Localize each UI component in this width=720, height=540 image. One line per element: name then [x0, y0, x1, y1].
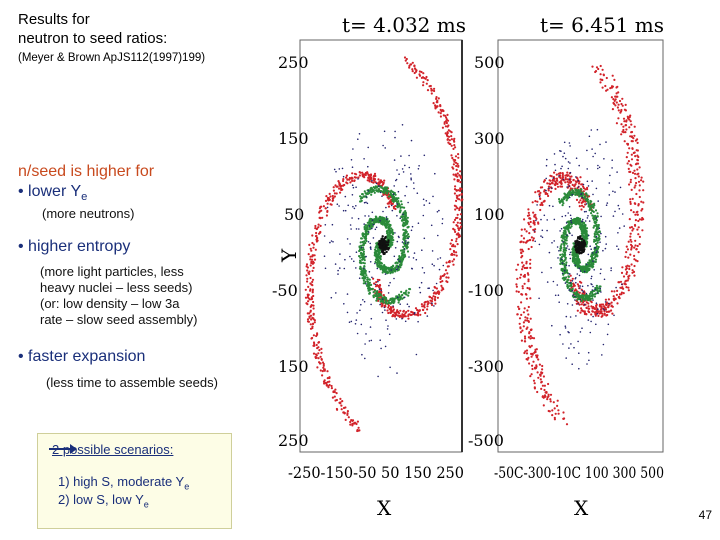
- panel-1-ytick: 150: [278, 357, 309, 376]
- entropy-note-line-4: rate – slow seed assembly): [40, 312, 198, 327]
- title-line-1: Results for: [18, 11, 90, 28]
- panel-1-ytick: 150: [278, 129, 309, 148]
- scenario-1-sub: e: [184, 481, 190, 492]
- scenario-2-text: 2) low S, low Y: [58, 492, 144, 507]
- reference: (Meyer & Brown ApJS112(1997)199): [18, 52, 206, 64]
- panel-1-ytick: 50: [284, 205, 304, 224]
- panel-2-frame: [497, 39, 664, 453]
- panel-2-time-label: t= 6.451 ms: [540, 13, 664, 37]
- bullet-lower-ye-text: • lower Y: [18, 183, 82, 200]
- heading-nseed: n/seed is higher for: [18, 163, 155, 180]
- bullet-lower-ye: • lower Ye: [18, 183, 87, 203]
- panel-2-ytick: 300: [474, 129, 505, 148]
- panel-1-ytick: 250: [278, 53, 309, 72]
- panel-1-time-label: t= 4.032 ms: [342, 13, 466, 37]
- panel-1-xticks: -250-150-50 50 150 250: [288, 463, 464, 482]
- entropy-note-line-3: (or: low density – low 3a: [40, 296, 180, 311]
- bullet-higher-entropy: • higher entropy: [18, 238, 131, 255]
- bullet-faster-expansion-note: (less time to assemble seeds): [46, 375, 218, 390]
- bullet-higher-entropy-note: (more light particles, less heavy nuclei…: [40, 264, 198, 328]
- scenarios-box: 2 possible scenarios: 1) high S, moderat…: [37, 433, 232, 529]
- title-line-2: neutron to seed ratios:: [18, 30, 168, 47]
- arrow-icon: [49, 444, 77, 454]
- panel-2-ytick: 500: [474, 53, 505, 72]
- panel-1-ytick: -50: [272, 281, 298, 300]
- panel-2-ytick: -100: [468, 281, 504, 300]
- panel-2-xlabel: X: [574, 496, 589, 520]
- bullet-faster-expansion: • faster expansion: [18, 348, 146, 365]
- panel-2-ytick: 100: [474, 205, 505, 224]
- bullet-lower-ye-note: (more neutrons): [42, 206, 135, 221]
- panel-1-particles: [304, 56, 464, 433]
- page-number: 47: [698, 508, 712, 522]
- scenario-2: 2) low S, low Ye: [58, 492, 149, 510]
- panel-1-ylabel: Y: [277, 248, 301, 263]
- panel-2-particles: [515, 64, 645, 426]
- scenario-2-sub: e: [143, 499, 149, 510]
- entropy-note-line-2: heavy nuclei – less seeds): [40, 280, 193, 295]
- panel-1-xlabel: X: [377, 496, 392, 520]
- scenario-1-text: 1) high S, moderate Y: [58, 474, 185, 489]
- bullet-lower-ye-sub: e: [81, 191, 88, 204]
- panel-1-ytick: 250: [278, 431, 309, 450]
- scenario-1: 1) high S, moderate Ye: [58, 474, 189, 492]
- panel-2-ytick: -300: [468, 357, 504, 376]
- panel-2-xticks: -50C-300-10C 100 300 500: [494, 463, 664, 482]
- slide-title: Results for neutron to seed ratios:: [18, 10, 167, 48]
- panel-2-ytick: -500: [468, 431, 504, 450]
- entropy-note-line-1: (more light particles, less: [40, 264, 184, 279]
- scenarios-title: 2 possible scenarios:: [52, 442, 174, 457]
